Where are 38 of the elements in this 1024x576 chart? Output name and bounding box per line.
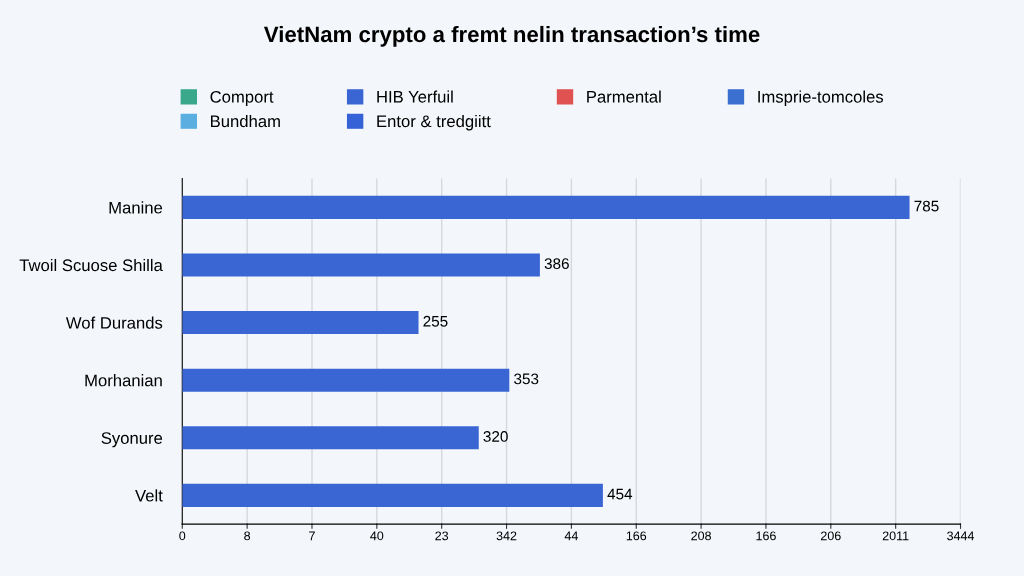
bar (182, 311, 419, 335)
text: 23 (435, 531, 449, 541)
legend-label: HIB Yerfuil (377, 90, 453, 103)
text: 44 (564, 531, 578, 541)
text: 0 (179, 531, 186, 541)
bar (182, 253, 540, 277)
data-label: 785 (914, 200, 939, 212)
data-label: 255 (423, 315, 448, 327)
text: 8 (244, 531, 251, 541)
text: 208 (691, 531, 711, 541)
y-tick-label: Morhanian (85, 374, 162, 387)
text: 166 (756, 531, 776, 541)
bar (182, 368, 510, 392)
data-label: 454 (607, 488, 633, 500)
y-tick-label: Wof Durands (65, 316, 163, 329)
y-tick-label: Twoil Scuose Shilla (19, 258, 163, 272)
y-tick-label: Syonure (101, 432, 163, 448)
legend-label: Imsprie-tomcoles (758, 90, 884, 107)
legend-label: Entor & tredgiitt (377, 114, 491, 131)
y-tick-label: Manine (109, 201, 163, 214)
text: 3444 (947, 531, 975, 541)
text: 342 (496, 531, 517, 541)
legend-label: Parmental (587, 90, 661, 103)
text: 7 (309, 531, 315, 541)
bar (182, 195, 910, 219)
data-label: 386 (544, 258, 569, 270)
data-label: 353 (514, 373, 539, 385)
legend-label: Bundham (211, 114, 280, 128)
text: 40 (370, 531, 384, 541)
bar (182, 483, 603, 507)
bar (182, 426, 479, 450)
data-label: 320 (483, 431, 508, 442)
text: 2011 (882, 531, 909, 541)
y-tick-label: Velt (135, 489, 163, 502)
text: 206 (821, 531, 841, 541)
chart-title: VietNam crypto a fremt nelin transaction’s time (263, 25, 760, 47)
legend-label: Comport (210, 90, 274, 107)
text: 166 (626, 531, 647, 541)
